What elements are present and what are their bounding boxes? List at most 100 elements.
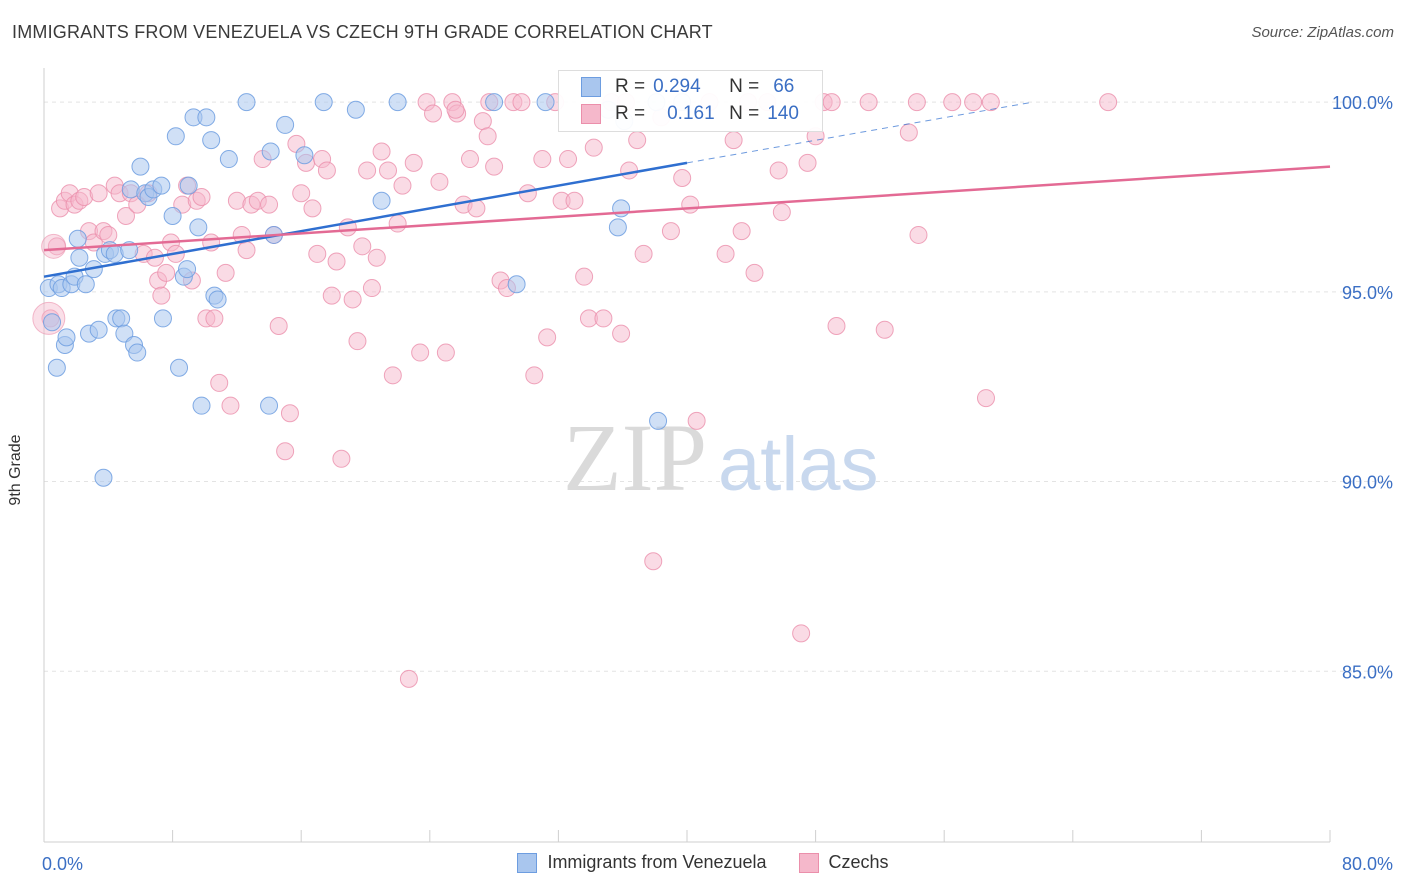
czechs-point [358,161,377,180]
venezuela-point [94,468,113,487]
czechs-point [827,317,846,335]
grid-lines [44,101,1392,672]
venezuela-point [295,146,314,165]
venezuela-point [197,108,216,127]
legend-row-czechs: R = 0.161 N = 140 [581,102,799,126]
czechs-point [353,237,372,256]
venezuela-point [536,93,555,112]
trend-lines [43,101,1331,278]
venezuela-point [163,206,182,225]
czechs-point [367,248,386,267]
legend-label-czechs: Czechs [828,852,889,872]
czechs-point [485,157,504,176]
venezuela-point [612,199,631,218]
czechs-point [99,225,118,244]
venezuela-point [128,343,147,362]
czechs-point [575,267,594,286]
czechs-point [533,150,552,169]
czechs-point [634,244,653,263]
czechs-point [322,286,341,305]
x-tick-label-min: 0.0% [42,854,83,874]
czechs-point [976,389,995,408]
watermark-zip: ZIP [563,404,707,511]
legend-swatch-pink [798,852,819,873]
venezuela-point [649,411,668,430]
venezuela-points [39,93,692,487]
legend-r-label: R = [615,103,646,124]
czechs-point [875,320,894,339]
czechs-point [822,93,841,112]
legend-r-value: 0.161 [667,103,715,124]
legend-item-venezuela[interactable]: Immigrants from Venezuela [517,852,767,873]
watermark: ZIP atlas [563,404,879,511]
czechs-point [327,252,346,271]
venezuela-point [192,396,211,415]
czechs-point [716,244,735,263]
venezuela-point [388,93,407,112]
venezuela-point [208,290,227,309]
czechs-point [981,93,1000,112]
czechs-point [673,169,692,188]
czechs-point [308,244,327,263]
czechs-point [424,104,443,123]
venezuela-point [68,229,87,248]
czechs-point [798,153,817,172]
czechs-point [612,324,631,343]
czechs-point [525,366,544,385]
czechs-point [379,161,398,180]
czechs-point [436,343,455,362]
czechs-point [1099,93,1118,112]
venezuela-point [219,150,238,169]
y-tick-label: 85.0% [1342,662,1393,682]
series-legend: Immigrants from Venezuela Czechs [0,852,1406,873]
czechs-point [399,669,418,688]
czechs-point [559,150,578,169]
czechs-point [792,624,811,643]
legend-n-value: 66 [773,76,795,97]
venezuela-point [237,93,256,112]
y-tick-label: 100.0% [1332,93,1393,113]
legend-r-label: R = [615,76,646,97]
y-tick-label: 90.0% [1342,473,1393,493]
czechs-point [393,176,412,195]
venezuela-point [276,115,295,134]
czechs-point [565,191,584,210]
czechs-point [724,131,743,150]
czechs-point [280,404,299,423]
czechs-point [745,263,764,282]
legend-row-venezuela: R = 0.294 N = 66 [581,75,794,99]
y-tick-label: 95.0% [1342,283,1393,303]
czechs-point [276,442,295,461]
watermark-atlas: atlas [718,422,879,507]
venezuela-point [166,127,185,146]
legend-item-czechs[interactable]: Czechs [798,852,889,873]
legend-r-value: 0.294 [653,76,701,97]
venezuela-point [89,320,108,339]
czechs-point [89,184,108,203]
czechs-point [909,225,928,244]
czechs-point [512,93,531,112]
czechs-point [388,214,407,233]
x-tick-label-max: 80.0% [1342,854,1393,874]
venezuela-point [47,358,66,377]
czechs-point [317,161,336,180]
legend-n-label: N = [729,76,760,97]
czechs-point [116,206,135,225]
czechs-point [644,552,663,571]
czechs-point [372,142,391,161]
czechs-trend-line [43,165,1331,252]
czechs-point [687,411,706,430]
czechs-point [732,222,751,241]
stats-legend: R = 0.294 N = 66 R = 0.161 N = 140 [558,70,823,132]
czechs-point [383,366,402,385]
czechs-point [899,123,918,142]
tick-labels: 85.0% 90.0% 95.0% 100.0% 0.0% 80.0% [42,93,1393,874]
czechs-point [362,279,381,298]
venezuela-point [260,396,279,415]
venezuela-point [507,275,526,294]
venezuela-point [372,191,391,210]
venezuela-point [608,218,627,237]
czechs-point [594,309,613,328]
axes [43,68,1331,843]
legend-n-value: 140 [767,103,799,124]
